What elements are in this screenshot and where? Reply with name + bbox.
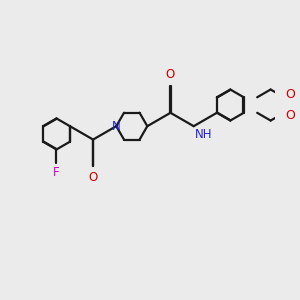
Text: O: O (166, 68, 175, 81)
Text: F: F (53, 166, 60, 179)
Text: N: N (112, 120, 121, 133)
Text: O: O (285, 109, 295, 122)
Text: O: O (285, 88, 295, 101)
Text: O: O (88, 171, 98, 184)
Text: NH: NH (195, 128, 212, 140)
